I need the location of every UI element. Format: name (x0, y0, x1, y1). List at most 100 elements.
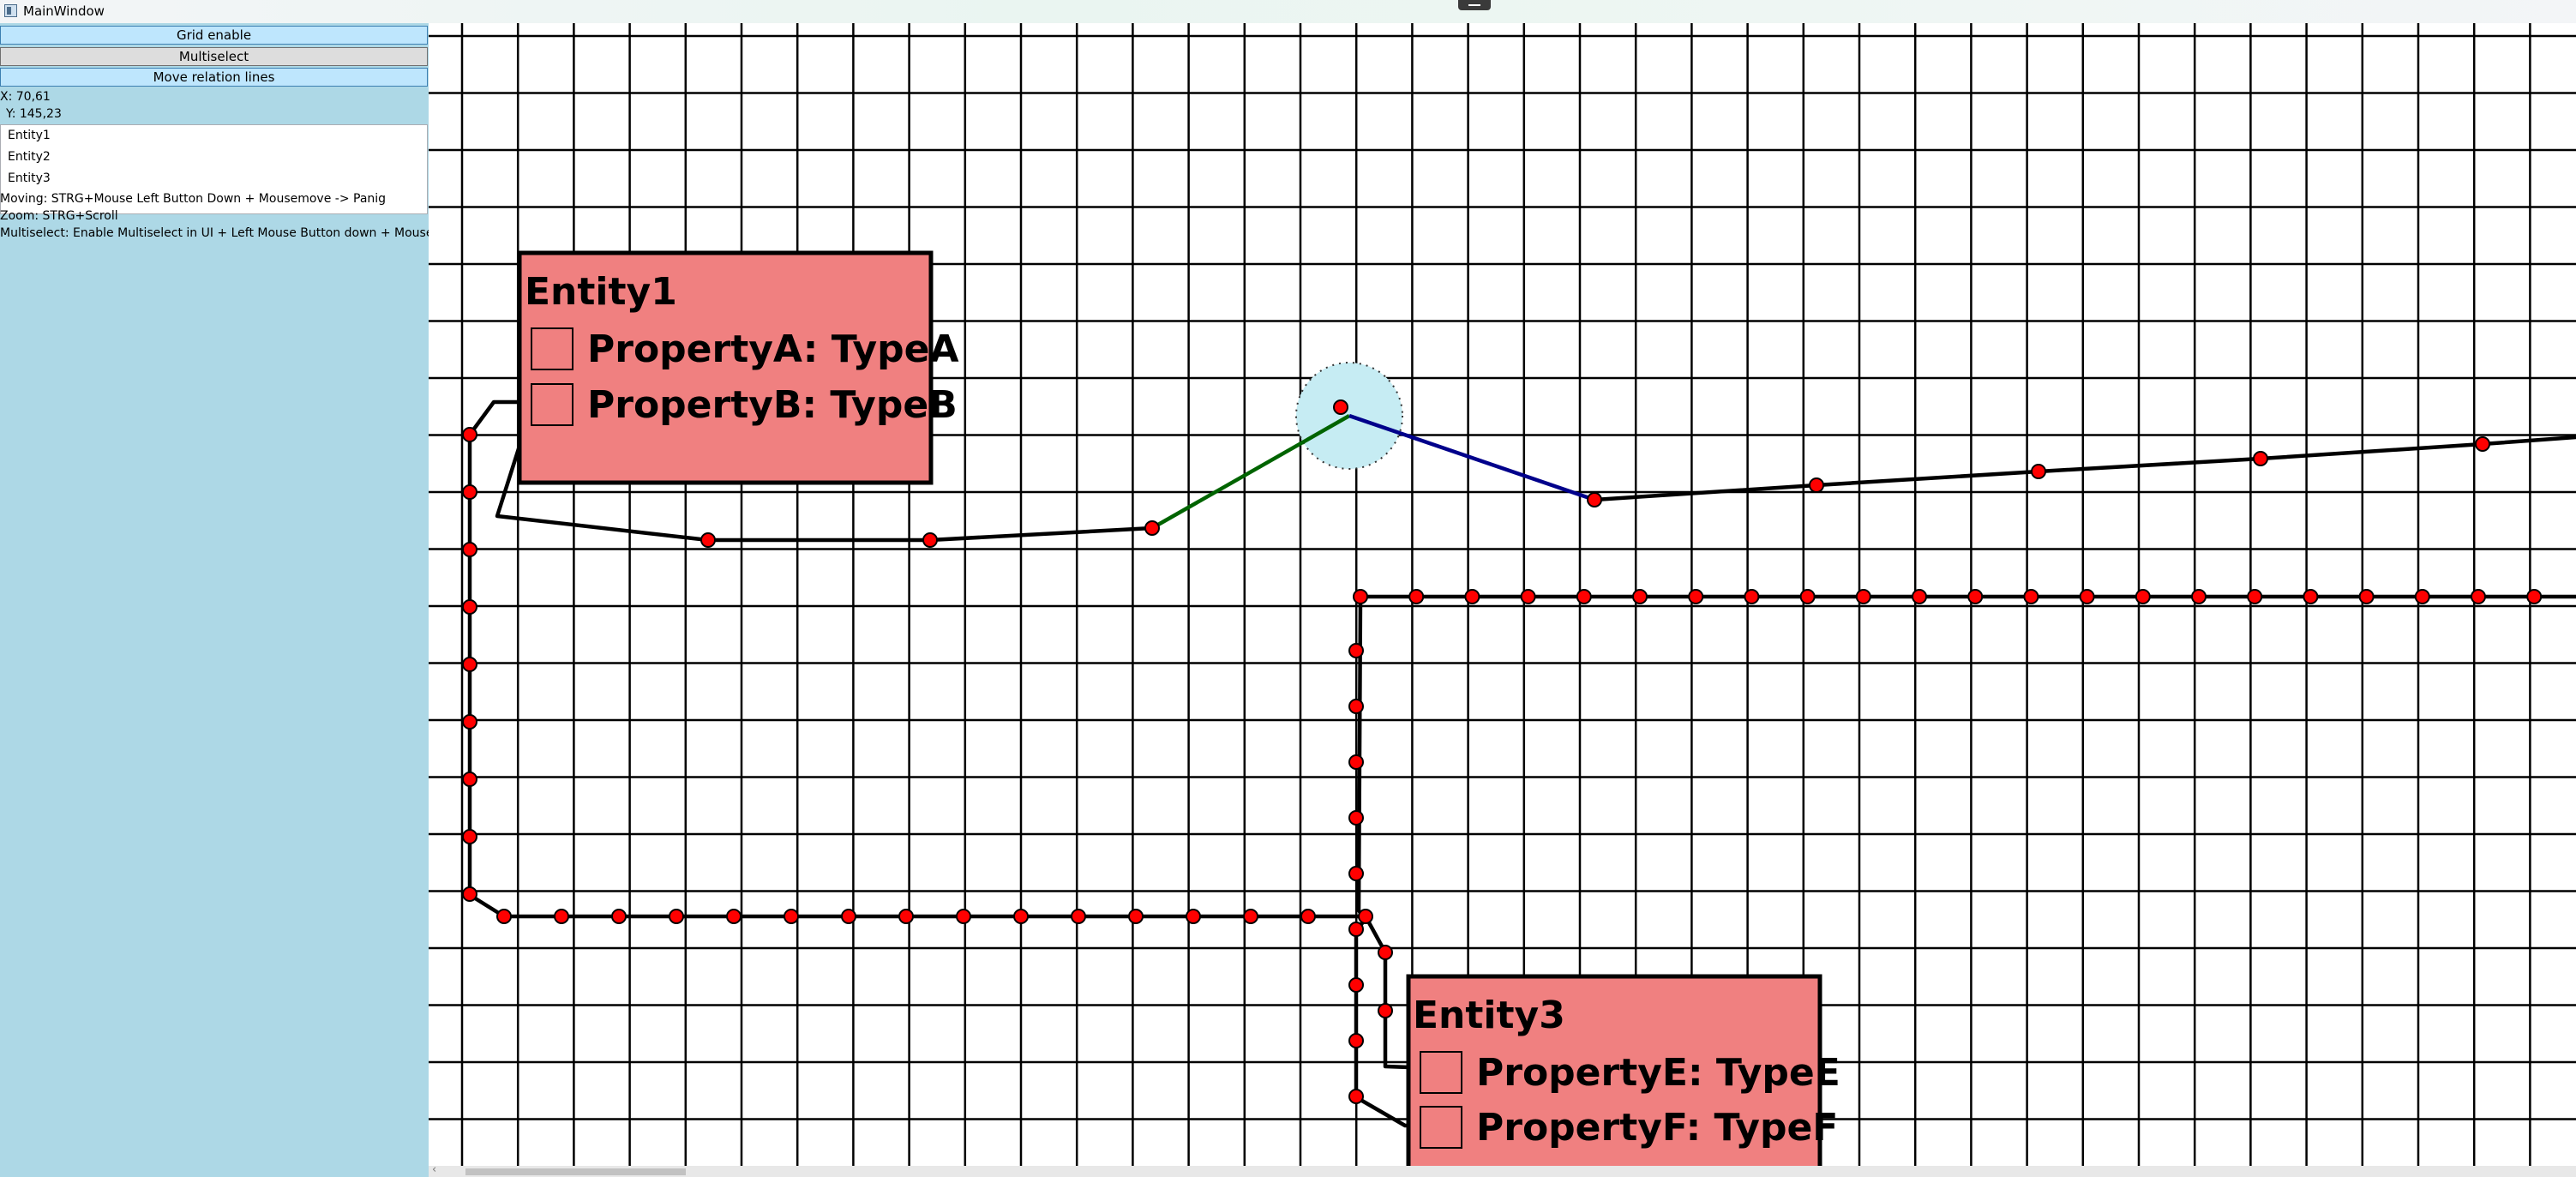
chevron-left-icon[interactable]: ‹ (432, 1163, 437, 1176)
control-point-handle[interactable] (1348, 1033, 1364, 1048)
control-point-handle[interactable] (1300, 909, 1316, 924)
control-point-handle[interactable] (462, 772, 477, 787)
minimize-icon[interactable] (1458, 0, 1491, 10)
control-point-handle[interactable] (1799, 589, 1816, 604)
control-point-handle[interactable] (2191, 589, 2207, 604)
control-point-handle[interactable] (898, 909, 914, 924)
control-point-handle[interactable] (1809, 477, 1824, 493)
control-point-handle[interactable] (669, 909, 684, 924)
control-point-handle[interactable] (2023, 589, 2039, 604)
control-point-handle[interactable] (1348, 810, 1364, 826)
title-bar: MainWindow (0, 0, 2576, 23)
control-point-handle[interactable] (1144, 520, 1160, 536)
control-point-handle[interactable] (1348, 643, 1364, 658)
control-point-handle[interactable] (1744, 589, 1760, 604)
control-point-handle[interactable] (1348, 977, 1364, 993)
control-point-handle[interactable] (462, 542, 477, 557)
control-point-handle[interactable] (611, 909, 627, 924)
entity-property: PropertyA: TypeA (587, 327, 959, 371)
entity-property: PropertyE: TypeE (1476, 1051, 1840, 1095)
control-point-handle[interactable] (1408, 589, 1425, 604)
move-relation-lines-button[interactable]: Move relation lines (0, 68, 428, 87)
control-point-handle[interactable] (2079, 589, 2095, 604)
relation-line[interactable] (1594, 435, 2576, 502)
control-point-handle[interactable] (462, 657, 477, 672)
help-zoom: Zoom: STRG+Scroll (0, 209, 118, 223)
control-point-handle[interactable] (1688, 589, 1704, 604)
control-point-handle[interactable] (1855, 589, 1871, 604)
list-item[interactable]: Entity3 (8, 171, 51, 185)
horizontal-scrollbar[interactable]: ‹ (429, 1163, 2576, 1177)
control-point-handle[interactable] (1128, 909, 1144, 924)
control-point-handle[interactable] (462, 829, 477, 844)
control-point-handle[interactable] (784, 909, 799, 924)
help-moving: Moving: STRG+Mouse Left Button Down + Mo… (0, 192, 387, 206)
help-multiselect: Multiselect: Enable Multiselect in UI + … (0, 226, 429, 240)
control-point-handle[interactable] (1358, 909, 1373, 924)
entity-title: Entity1 (525, 270, 677, 314)
control-point-handle[interactable] (2303, 589, 2319, 604)
control-point-handle[interactable] (1378, 1003, 1393, 1018)
control-point-handle[interactable] (841, 909, 856, 924)
control-point-handle[interactable] (1353, 589, 1368, 604)
sidebar: Grid enable Multiselect Move relation li… (0, 23, 429, 1177)
list-item[interactable]: Entity1 (8, 129, 51, 142)
control-point-handle[interactable] (1348, 866, 1364, 881)
control-point-handle[interactable] (1587, 492, 1602, 507)
selected-relation-segment[interactable] (1150, 414, 1351, 530)
multiselect-button[interactable]: Multiselect (0, 47, 428, 66)
entity-property: PropertyF: TypeF (1476, 1106, 1838, 1150)
relation-line[interactable] (467, 399, 1441, 1070)
control-point-handle[interactable] (1464, 589, 1480, 604)
control-point-handle[interactable] (1243, 909, 1258, 924)
grid-enable-button[interactable]: Grid enable (0, 26, 428, 45)
control-point-handle[interactable] (2471, 589, 2486, 604)
entity-box-entity3[interactable]: Entity3 PropertyE: TypeE PropertyF: Type… (1406, 974, 1840, 1166)
app-icon (4, 4, 17, 17)
control-point-handle[interactable] (726, 909, 742, 924)
control-point-handle[interactable] (1348, 754, 1364, 770)
control-point-handle[interactable] (956, 909, 971, 924)
x-coordinate: X: 70,61 (0, 90, 51, 104)
control-point-handle[interactable] (700, 532, 716, 548)
control-point-handle[interactable] (1348, 699, 1364, 714)
control-point-handle[interactable] (1333, 399, 1348, 415)
control-point-handle[interactable] (1186, 909, 1201, 924)
list-item[interactable]: Entity2 (8, 150, 51, 164)
control-point-handle[interactable] (2414, 589, 2430, 604)
control-point-handle[interactable] (922, 532, 938, 548)
entity-list[interactable]: Entity1 Entity2 Entity3 (0, 124, 428, 214)
y-coordinate: Y: 145,23 (6, 107, 62, 121)
control-point-handle[interactable] (1967, 589, 1984, 604)
control-point-handle[interactable] (1378, 945, 1393, 960)
control-point-handle[interactable] (1632, 589, 1648, 604)
control-point-handle[interactable] (1013, 909, 1029, 924)
entity-title: Entity3 (1413, 994, 1565, 1037)
selected-relation-segment[interactable] (1348, 413, 1595, 502)
control-point-handle[interactable] (554, 909, 569, 924)
control-point-handle[interactable] (1576, 589, 1592, 604)
control-point-handle[interactable] (2526, 589, 2543, 604)
control-point-handle[interactable] (496, 909, 512, 924)
control-point-handle[interactable] (2247, 589, 2263, 604)
control-point-handle[interactable] (2031, 464, 2046, 479)
scrollbar-thumb[interactable] (465, 1168, 686, 1175)
control-point-handle[interactable] (462, 886, 477, 902)
entity-property: PropertyB: TypeB (587, 383, 958, 427)
control-point-handle[interactable] (1520, 589, 1536, 604)
window-title: MainWindow (23, 3, 105, 19)
control-point-handle[interactable] (2135, 589, 2151, 604)
control-point-handle[interactable] (2475, 436, 2490, 452)
control-point-handle[interactable] (1348, 1089, 1364, 1104)
control-point-handle[interactable] (462, 599, 477, 615)
control-point-handle[interactable] (1912, 589, 1927, 604)
control-point-handle[interactable] (1348, 922, 1364, 937)
control-point-handle[interactable] (462, 484, 477, 500)
control-point-handle[interactable] (462, 427, 477, 442)
diagram-canvas[interactable]: Entity1 PropertyA: TypeA PropertyB: Type… (429, 23, 2576, 1166)
control-point-handle[interactable] (2358, 589, 2375, 604)
control-point-handle[interactable] (1071, 909, 1086, 924)
control-point-handle[interactable] (2253, 451, 2268, 466)
entity-box-entity1[interactable]: Entity1 PropertyA: TypeA PropertyB: Type… (517, 250, 959, 485)
control-point-handle[interactable] (462, 714, 477, 730)
